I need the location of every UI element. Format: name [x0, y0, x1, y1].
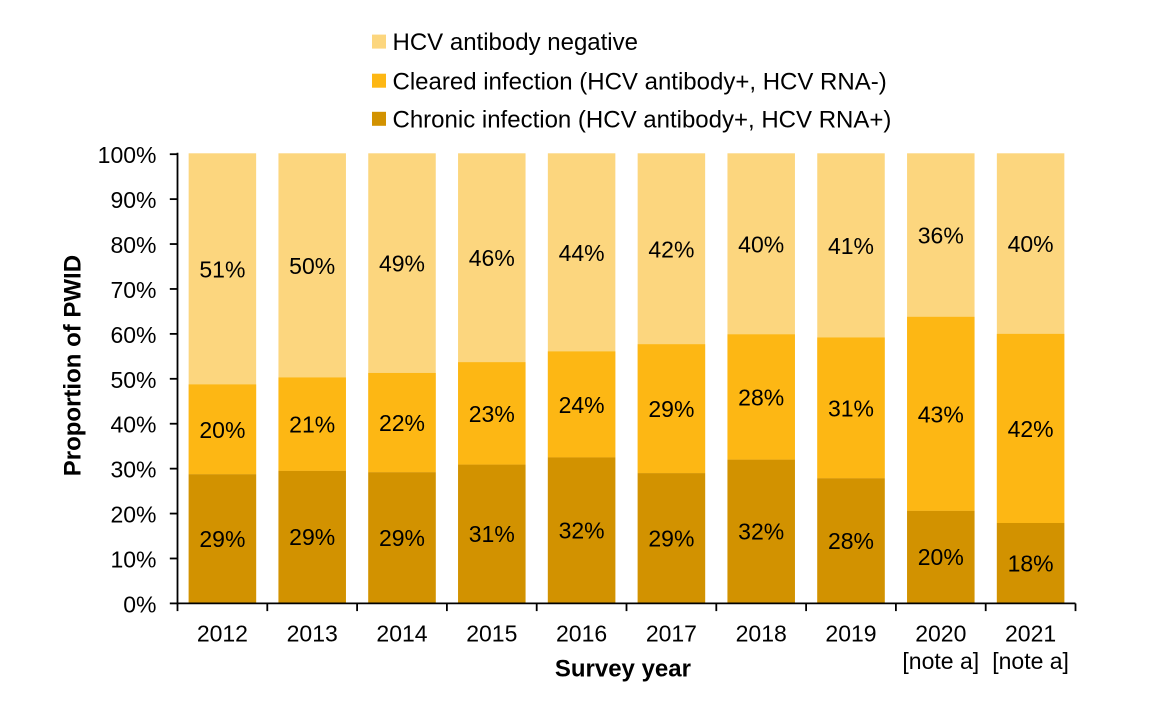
svg-text:20%: 20%: [110, 502, 156, 528]
svg-text:2015: 2015: [466, 620, 517, 646]
svg-text:2016: 2016: [556, 620, 607, 646]
svg-text:28%: 28%: [738, 384, 784, 410]
svg-text:42%: 42%: [1008, 416, 1054, 442]
svg-text:2014: 2014: [376, 620, 427, 646]
svg-text:Proportion of PWID: Proportion of PWID: [60, 255, 87, 476]
svg-text:2019: 2019: [825, 620, 876, 646]
svg-text:60%: 60%: [110, 322, 156, 348]
svg-text:42%: 42%: [648, 236, 694, 262]
svg-text:100%: 100%: [98, 142, 157, 168]
svg-text:40%: 40%: [110, 412, 156, 438]
svg-text:90%: 90%: [110, 187, 156, 213]
svg-text:29%: 29%: [379, 525, 425, 551]
svg-text:2012: 2012: [197, 620, 248, 646]
svg-text:HCV antibody negative: HCV antibody negative: [393, 29, 638, 56]
svg-text:50%: 50%: [289, 253, 335, 279]
svg-text:32%: 32%: [738, 519, 784, 545]
svg-text:70%: 70%: [110, 277, 156, 303]
svg-text:[note a]: [note a]: [902, 648, 979, 674]
svg-text:29%: 29%: [648, 396, 694, 422]
svg-text:40%: 40%: [1008, 231, 1054, 257]
svg-text:2020: 2020: [915, 620, 966, 646]
svg-text:50%: 50%: [110, 367, 156, 393]
svg-text:49%: 49%: [379, 251, 425, 277]
svg-text:Cleared infection (HCV antibod: Cleared infection (HCV antibody+, HCV RN…: [393, 68, 887, 95]
svg-text:21%: 21%: [289, 412, 335, 438]
svg-text:10%: 10%: [110, 546, 156, 572]
svg-text:24%: 24%: [559, 392, 605, 418]
svg-text:29%: 29%: [648, 525, 694, 551]
svg-text:46%: 46%: [469, 245, 515, 271]
svg-text:31%: 31%: [828, 395, 874, 421]
svg-text:44%: 44%: [559, 240, 605, 266]
svg-text:2013: 2013: [287, 620, 338, 646]
svg-text:20%: 20%: [918, 544, 964, 570]
svg-text:28%: 28%: [828, 528, 874, 554]
svg-text:2021: 2021: [1005, 620, 1056, 646]
svg-text:2017: 2017: [646, 620, 697, 646]
svg-text:22%: 22%: [379, 410, 425, 436]
svg-text:2018: 2018: [736, 620, 787, 646]
svg-text:40%: 40%: [738, 231, 784, 257]
svg-text:41%: 41%: [828, 233, 874, 259]
svg-text:23%: 23%: [469, 401, 515, 427]
svg-text:80%: 80%: [110, 232, 156, 258]
svg-text:31%: 31%: [469, 521, 515, 547]
svg-text:29%: 29%: [289, 524, 335, 550]
svg-text:Chronic infection (HCV antibod: Chronic infection (HCV antibody+, HCV RN…: [393, 106, 892, 133]
svg-text:36%: 36%: [918, 223, 964, 249]
svg-text:18%: 18%: [1008, 550, 1054, 576]
svg-text:[note a]: [note a]: [992, 648, 1069, 674]
svg-text:43%: 43%: [918, 401, 964, 427]
svg-text:Survey year: Survey year: [555, 655, 691, 682]
svg-text:29%: 29%: [199, 526, 245, 552]
svg-text:20%: 20%: [199, 417, 245, 443]
svg-text:32%: 32%: [559, 517, 605, 543]
svg-text:30%: 30%: [110, 457, 156, 483]
svg-text:0%: 0%: [123, 591, 156, 617]
svg-text:51%: 51%: [199, 256, 245, 282]
